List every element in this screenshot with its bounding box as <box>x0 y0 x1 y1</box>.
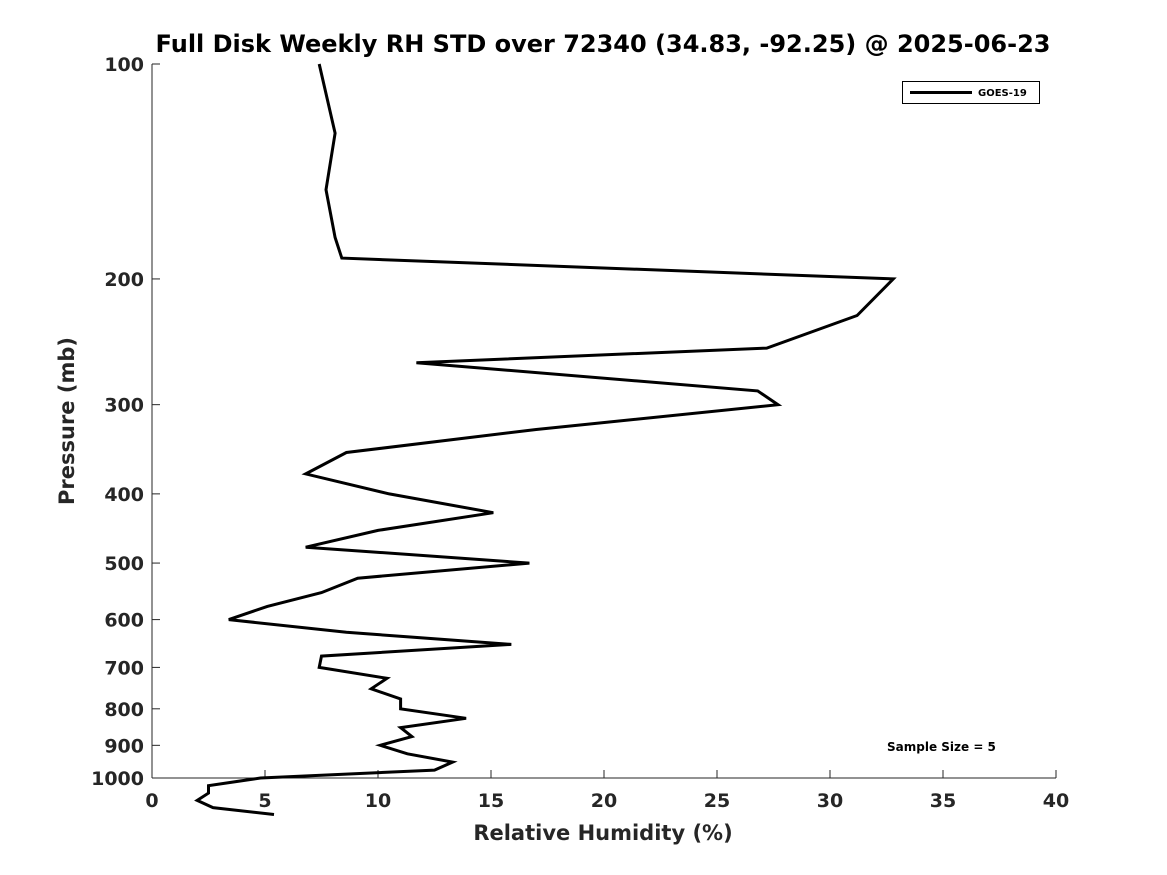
y-tick-label: 600 <box>104 610 144 632</box>
x-tick-label: 35 <box>930 790 956 812</box>
legend-label-goes-19: GOES-19 <box>978 88 1027 99</box>
y-tick-label: 1000 <box>91 768 144 790</box>
x-tick-label: 30 <box>817 790 843 812</box>
y-tick-label: 300 <box>104 395 144 417</box>
x-axis-label: Relative Humidity (%) <box>473 821 732 845</box>
y-tick-label: 200 <box>104 269 144 291</box>
series-line-goes-19 <box>194 63 897 816</box>
legend[interactable]: GOES-19 <box>902 81 1040 104</box>
x-tick-label: 20 <box>591 790 617 812</box>
y-tick-label: 500 <box>104 553 144 575</box>
x-tick-label: 0 <box>145 790 158 812</box>
y-tick-label: 100 <box>104 54 144 76</box>
chart-title: Full Disk Weekly RH STD over 72340 (34.8… <box>156 30 1051 58</box>
y-tick-label: 900 <box>104 735 144 757</box>
x-axis-ticks: 0 5 10 15 20 25 30 35 40 <box>145 770 1069 812</box>
y-axis-ticks: 100 200 300 400 500 600 700 800 900 1000 <box>91 54 160 790</box>
x-tick-label: 5 <box>258 790 271 812</box>
y-tick-label: 700 <box>104 657 144 679</box>
x-tick-label: 25 <box>704 790 730 812</box>
sample-size-annotation: Sample Size = 5 <box>887 740 996 754</box>
x-tick-label: 15 <box>478 790 504 812</box>
y-tick-label: 800 <box>104 699 144 721</box>
x-tick-label: 10 <box>365 790 391 812</box>
y-tick-label: 400 <box>104 484 144 506</box>
y-axis-label: Pressure (mb) <box>55 337 79 505</box>
x-tick-label: 40 <box>1043 790 1069 812</box>
series-layer <box>194 63 897 816</box>
